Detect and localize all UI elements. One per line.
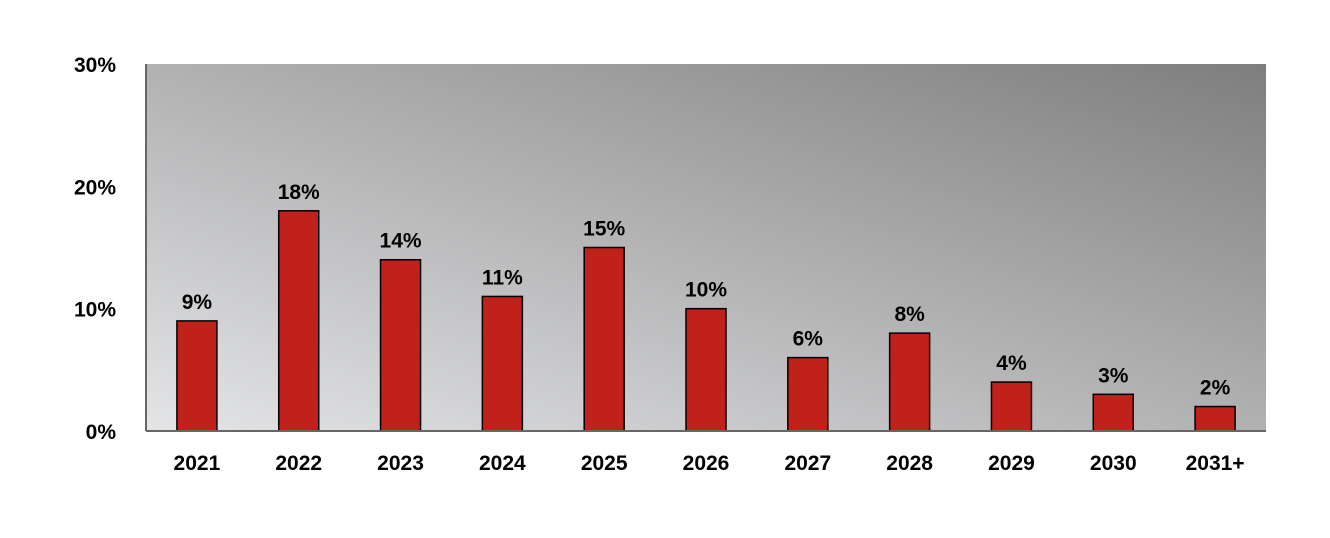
- y-axis-tick-labels: 0% 10% 20% 30%: [74, 54, 116, 444]
- x-tick-label-2031+: 2031+: [1186, 452, 1245, 475]
- x-tick-label-2021: 2021: [174, 452, 221, 475]
- y-tick-label-0: 0%: [86, 421, 117, 444]
- x-tick-label-2025: 2025: [581, 452, 628, 475]
- bars-group: [176, 210, 1236, 432]
- data-label-2023: 14%: [380, 230, 422, 253]
- y-tick-label-10: 10%: [74, 299, 116, 322]
- x-tick-label-2030: 2030: [1090, 452, 1137, 475]
- x-tick-label-2029: 2029: [988, 452, 1035, 475]
- data-labels-group: 9% 18% 14% 11% 15% 10% 6% 8% 4% 3% 2%: [182, 181, 1231, 400]
- x-tick-label-2023: 2023: [377, 452, 424, 475]
- bar-2024: [481, 295, 524, 432]
- y-tick-label-20: 20%: [74, 176, 116, 199]
- data-label-2027: 6%: [793, 328, 824, 351]
- bar-2030: [1092, 393, 1135, 432]
- bar-2026: [685, 307, 727, 432]
- x-tick-label-2024: 2024: [479, 452, 526, 475]
- x-tick-label-2027: 2027: [784, 452, 831, 475]
- x-tick-label-2022: 2022: [275, 452, 322, 475]
- x-tick-label-2028: 2028: [886, 452, 933, 475]
- data-label-2026: 10%: [685, 279, 727, 302]
- data-label-2028: 8%: [894, 303, 925, 326]
- data-label-2024: 11%: [482, 266, 523, 289]
- y-tick-label-30: 30%: [74, 54, 116, 77]
- x-axis-tick-labels: 2021 2022 2023 2024 2025 2026 2027 2028 2029 2030…: [174, 452, 1245, 475]
- data-label-2022: 18%: [278, 181, 320, 204]
- bar-2025: [583, 246, 625, 432]
- bar-2031+: [1194, 405, 1236, 432]
- bar-2021: [176, 320, 218, 432]
- bar-2029: [990, 381, 1033, 432]
- bar-2027: [787, 356, 829, 432]
- bar-2023: [379, 258, 422, 432]
- data-label-2030: 3%: [1098, 364, 1129, 387]
- data-label-2029: 4%: [996, 352, 1027, 375]
- x-tick-label-2026: 2026: [683, 452, 730, 475]
- data-label-2031+: 2%: [1200, 377, 1231, 400]
- bar-2022: [277, 210, 320, 432]
- bar-2028: [888, 332, 931, 432]
- data-label-2021: 9%: [182, 291, 213, 314]
- data-label-2025: 15%: [583, 218, 625, 241]
